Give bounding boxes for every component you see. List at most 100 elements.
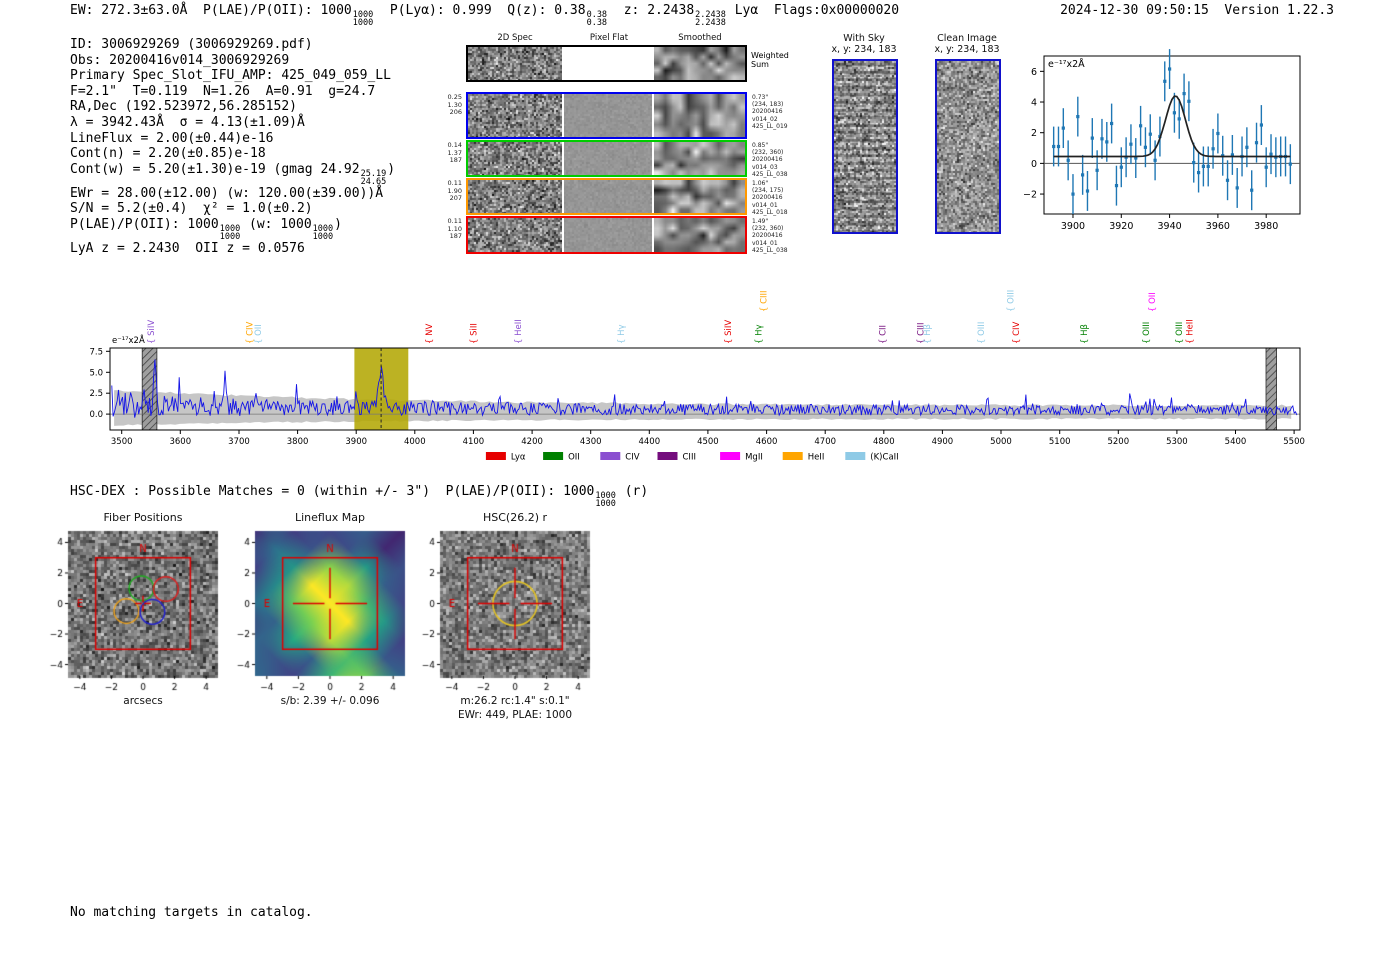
- detection-info-block: ID: 3006929269 (3006929269.pdf) Obs: 2020…: [70, 37, 395, 257]
- legend-swatch: [485, 452, 506, 460]
- spec2d-image: [468, 142, 562, 175]
- header-stats: EW: 272.3±63.0Å P(LAE)/P(OII): 1000 1000 1…: [70, 3, 900, 28]
- emission-line-label: { Hβ: [1080, 324, 1090, 344]
- info-line: ID: 3006929269 (3006929269.pdf): [70, 37, 313, 52]
- svg-text:−2: −2: [1023, 190, 1037, 201]
- footer-line-2: Row intentionally blank.: [70, 952, 313, 953]
- emission-line-label: { OII: [254, 324, 264, 344]
- spec2d-row: [466, 140, 747, 177]
- svg-text:5500: 5500: [1283, 437, 1305, 447]
- spec2d-row: [466, 92, 747, 139]
- emission-line-label: { Hγ: [754, 324, 764, 344]
- smoothed-image: [654, 142, 745, 175]
- pixel-flat-image: [564, 94, 652, 137]
- stacked-fraction: 1000 1000: [312, 223, 334, 242]
- emission-line-label: { HeII: [1186, 319, 1196, 344]
- emission-line-label: { OIII: [977, 322, 987, 344]
- hsc-caption-2: EWr: 449, PLAE: 1000: [457, 709, 573, 721]
- info-line: LyA z = 2.2430 OII z = 0.0576: [70, 240, 305, 256]
- svg-text:2: 2: [1031, 128, 1037, 139]
- stacked-fraction: 0.38 0.38: [586, 10, 608, 28]
- svg-text:4000: 4000: [404, 437, 426, 447]
- svg-text:5.0: 5.0: [89, 368, 103, 378]
- stacked-fraction: 25.19 24.65: [360, 168, 387, 187]
- pixel-flat-image: [564, 180, 652, 213]
- svg-text:5000: 5000: [990, 437, 1012, 447]
- legend-swatch: [845, 452, 866, 460]
- catalog-match-line: HSC-DEX : Possible Matches = 0 (within +…: [70, 484, 649, 509]
- svg-text:4300: 4300: [580, 437, 602, 447]
- emission-line-label: { SiII: [469, 323, 479, 344]
- info-line: LineFlux = 2.00(±0.44)e-16: [70, 130, 274, 146]
- fiber-positions-title: Fiber Positions: [103, 511, 183, 524]
- legend-label: HeII: [808, 453, 825, 463]
- svg-text:4900: 4900: [932, 437, 954, 447]
- legend-label: CIV: [625, 453, 639, 463]
- spec2d-row-annotation: 1.06" (234, 175) 20200416 v014_01 425_LL_018: [752, 180, 788, 216]
- legend-label: (K)CaII: [870, 453, 898, 463]
- pixel-flat-image: [564, 218, 652, 252]
- fiber-xlabel: arcsecs: [123, 695, 163, 707]
- legend-swatch: [782, 452, 803, 460]
- spec2d-row-stats: 0.11 1.90 207: [447, 179, 462, 203]
- spec2d-row-annotation: Weighted Sum: [751, 51, 789, 69]
- smoothed-image: [654, 47, 745, 80]
- svg-text:5400: 5400: [1225, 437, 1247, 447]
- info-line: P(LAE)/P(OII): 1000 1000 1000 (w: 1000 1000…: [70, 216, 342, 242]
- full-spectrum-plot: 3500 3600 3700 3800 3900 4000 4100 4200 4300 4400…: [89, 290, 1305, 463]
- spec2d-image: [468, 94, 562, 137]
- emission-line-label: { CIV: [245, 321, 255, 344]
- legend-swatch: [600, 452, 621, 460]
- emission-line-label: { Hβ: [923, 324, 933, 344]
- svg-text:3600: 3600: [169, 437, 191, 447]
- lineflux-map-image: [227, 527, 427, 695]
- smoothed-image: [654, 180, 745, 213]
- emission-line-label: { OIII: [1142, 322, 1152, 344]
- emission-line-label: { CIII: [917, 322, 927, 344]
- svg-text:4500: 4500: [697, 437, 719, 447]
- emission-line-label: { Hγ: [617, 324, 627, 344]
- emission-line-label: { OIII: [1006, 290, 1016, 312]
- emission-line-label: { NV: [425, 324, 435, 344]
- svg-text:e⁻¹⁷x2Å: e⁻¹⁷x2Å: [112, 334, 145, 346]
- lineflux-caption: s/b: 2.39 +/- 0.096: [280, 695, 380, 707]
- svg-text:4100: 4100: [463, 437, 485, 447]
- legend-swatch: [657, 452, 678, 460]
- info-line: RA,Dec (192.523972,56.285152): [70, 99, 297, 115]
- pixel-flat-image: [564, 47, 652, 80]
- svg-text:0: 0: [1031, 159, 1037, 170]
- footer-line-1: No matching targets in catalog.: [70, 905, 313, 921]
- svg-text:7.5: 7.5: [89, 347, 103, 357]
- svg-text:3960: 3960: [1206, 221, 1230, 232]
- emission-line-label: { HeII: [514, 319, 524, 344]
- svg-text:3800: 3800: [287, 437, 309, 447]
- footer-notes: No matching targets in catalog. Row inte…: [70, 874, 313, 953]
- info-line: EWr = 28.00(±12.00) (w: 120.00(±39.00))Å: [70, 185, 384, 201]
- with-sky-title: With Sky: [843, 33, 885, 44]
- svg-text:e⁻¹⁷x2Å: e⁻¹⁷x2Å: [1048, 58, 1085, 70]
- info-line: F=2.1" T=0.119 N=1.26 A=0.91 g=24.7: [70, 83, 376, 99]
- hsc-cutout-title: HSC(26.2) r: [482, 511, 548, 524]
- hsc-r-band-image: [412, 527, 612, 695]
- svg-text:6: 6: [1031, 67, 1037, 78]
- svg-text:3920: 3920: [1109, 221, 1133, 232]
- col-header-smoothed: Smoothed: [678, 33, 722, 43]
- info-line: Cont(w) = 5.20(±1.30)e-19 (gmag 24.92 25.…: [70, 161, 396, 187]
- spec2d-row-stats: 0.14 1.37 187: [447, 141, 462, 165]
- legend-label: MgII: [745, 453, 763, 463]
- line-fit-plot: 3900 3920 3940 3960 3980 −2 0 2 4 6 e⁻¹⁷x2Å: [1023, 49, 1301, 232]
- svg-text:4: 4: [1031, 98, 1037, 109]
- svg-text:4600: 4600: [756, 437, 778, 447]
- svg-text:3700: 3700: [228, 437, 250, 447]
- spec2d-row: [466, 178, 747, 215]
- svg-text:2.5: 2.5: [89, 389, 103, 399]
- legend-label: OII: [568, 453, 580, 463]
- svg-text:4700: 4700: [814, 437, 836, 447]
- spec2d-row: [466, 45, 747, 82]
- svg-text:5100: 5100: [1049, 437, 1071, 447]
- with-sky-image: [832, 59, 898, 234]
- emission-line-label: { CIV: [1012, 321, 1022, 344]
- stacked-fraction: 2.2438 2.2438: [695, 10, 726, 28]
